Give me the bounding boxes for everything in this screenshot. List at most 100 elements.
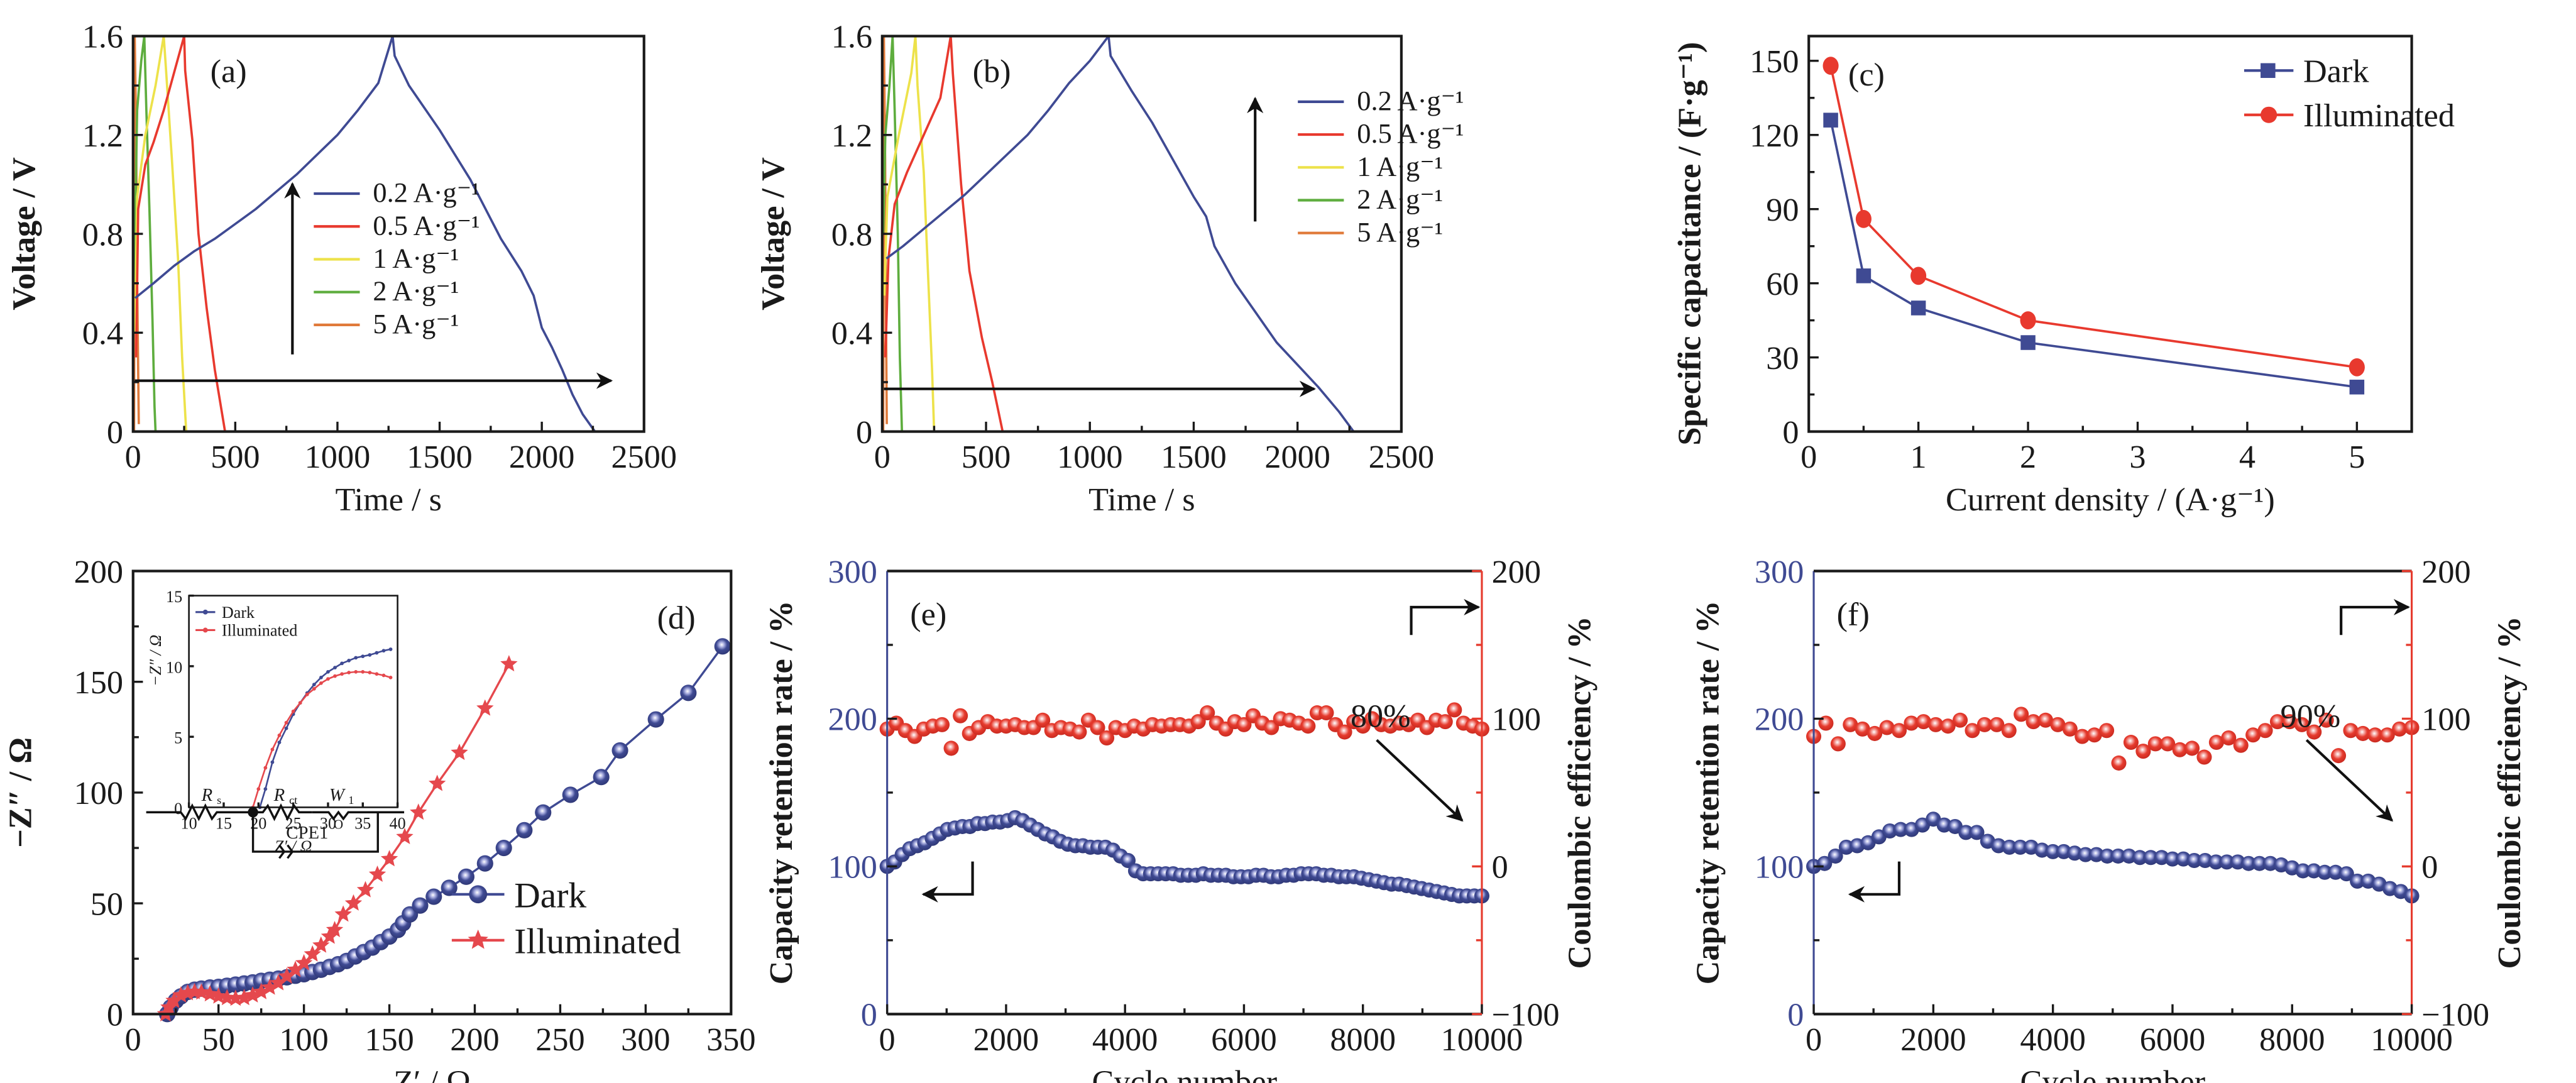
data-point-illuminated-30 (429, 774, 446, 791)
coulombic-point-27 (2135, 744, 2151, 759)
inset-data-point (381, 649, 386, 653)
x-tick-label: 5 (2349, 439, 2365, 475)
data-point-dark-42 (611, 742, 628, 759)
x-tick-label: 10000 (1441, 1021, 1523, 1058)
y-right-tick-label: −100 (1492, 997, 1560, 1033)
retention-point-41 (2252, 855, 2267, 871)
panel-label: (c) (1848, 57, 1885, 93)
legend-marker-0 (469, 885, 488, 904)
coulombic-point-41 (2306, 724, 2322, 740)
coulombic-point-3 (1843, 717, 1858, 732)
inset-data-point (277, 740, 282, 745)
y-right-tick-label: 100 (2421, 701, 2470, 738)
legend-label-1: Illuminated (514, 922, 681, 962)
series-line-2 (134, 35, 188, 432)
circuit-label-rct-sub: ct (289, 794, 297, 806)
inset-data-point (381, 673, 386, 678)
data-point-dark-35 (458, 868, 474, 885)
series-line-2 (883, 35, 936, 432)
data-point-dark-38 (516, 822, 533, 838)
coulombic-point-35 (2233, 737, 2249, 753)
y-tick-label: 200 (1755, 701, 1804, 738)
y-axis-title-right: Coulombic efficiency / % (2491, 616, 2528, 969)
series-line-0 (1829, 119, 2357, 388)
x-tick-label: 0 (1800, 439, 1817, 475)
inset-data-point (375, 672, 379, 676)
y-tick-label: 0 (1787, 997, 1804, 1033)
circuit-label-rs: R (201, 785, 213, 805)
legend-label-0: Dark (514, 876, 586, 916)
x-tick-label: 0 (125, 1021, 141, 1058)
coulombic-point-33 (2208, 735, 2224, 750)
coulombic-point-2 (1830, 736, 1846, 752)
data-point-illuminated-29 (410, 803, 427, 820)
coulombic-point-17 (1035, 712, 1051, 728)
coulombic-point-11 (1940, 718, 1956, 734)
y-tick-label: 60 (1766, 266, 1799, 302)
y-tick-label: 90 (1766, 192, 1799, 228)
coulombic-point-17 (2014, 706, 2029, 722)
y-axis-title: Capacity retention rate / % (763, 601, 799, 985)
coulombic-point-30 (2172, 742, 2188, 757)
x-tick-label: 2500 (611, 439, 677, 475)
y-tick-label: 0.4 (82, 316, 123, 352)
retention-point-49 (2338, 866, 2354, 882)
inset-data-point (270, 747, 275, 752)
y-tick-label: 1.6 (831, 19, 872, 55)
coulombic-point-20 (2050, 717, 2066, 732)
inset-data-point (333, 674, 337, 678)
circuit-label-rct: R (273, 785, 285, 805)
data-point-illuminated-28 (396, 828, 414, 845)
y-axis-title-right: Coulombic efficiency / % (1561, 616, 1598, 969)
y-tick-label: 200 (74, 554, 123, 590)
coulombic-point-12 (1953, 712, 1968, 728)
data-point-dark-43 (647, 711, 664, 728)
inset-data-point (298, 701, 302, 705)
inset-data-point (368, 671, 372, 674)
x-tick-label: 0 (125, 439, 141, 475)
y-tick-label: 0 (1782, 414, 1799, 451)
series-line-1 (884, 35, 1004, 432)
data-point-illuminated-9 (218, 989, 236, 1006)
x-tick-label: 2000 (1264, 439, 1330, 475)
coulombic-point-14 (1976, 717, 1992, 732)
equivalent-circuit (146, 803, 405, 859)
warburg-w1-icon (312, 810, 405, 821)
x-tick-label: 4 (2239, 439, 2255, 475)
retention-point-2 (1828, 848, 1843, 864)
y-right-tick-label: 200 (1492, 554, 1541, 590)
y-tick-label: 300 (828, 554, 877, 590)
circuit-label-cpe: CPE1 (286, 823, 328, 843)
panel-label: (a) (211, 53, 247, 90)
inset-data-point (361, 654, 365, 659)
inset-y-tick-label: 0 (174, 800, 182, 818)
series-line-0 (885, 35, 1355, 432)
data-point-illuminated-32 (476, 699, 494, 716)
coulombic-point-15 (1989, 717, 2005, 732)
panel-a-gcd-dark: 0 500 1000 1500 2000 2500 Time / s 0 0.4 0.8 1.2 1.… (6, 19, 677, 518)
inset-data-point (340, 672, 344, 676)
data-point-dark-45 (714, 638, 731, 655)
coulombic-point-26 (2123, 735, 2139, 750)
y-right-tick-label: 0 (1492, 849, 1508, 886)
x-axis-title: Time / s (336, 481, 442, 518)
y-tick-label: 1.2 (82, 118, 123, 154)
inset-data-point (312, 683, 316, 686)
x-tick-label: 8000 (1330, 1021, 1396, 1058)
resistor-rs-icon (146, 803, 250, 822)
data-point-illuminated-26 (368, 865, 386, 882)
retention-annotation-label: 80% (1351, 698, 1411, 735)
retention-point-40 (2241, 855, 2257, 871)
series-line-1 (1829, 65, 2357, 369)
x-axis-title: Z′ / Ω (393, 1064, 471, 1083)
inset-data-point (340, 661, 344, 666)
data-point-dark-39 (535, 804, 552, 821)
x-tick-label: 500 (211, 439, 260, 475)
coulombic-point-42 (2318, 712, 2334, 728)
data-point-illuminated-27 (380, 850, 398, 867)
legend-label-1: 0.5 A·g⁻¹ (1357, 118, 1464, 149)
circuit-label-rs-sub: s (217, 794, 221, 806)
inset-data-point (326, 670, 330, 674)
